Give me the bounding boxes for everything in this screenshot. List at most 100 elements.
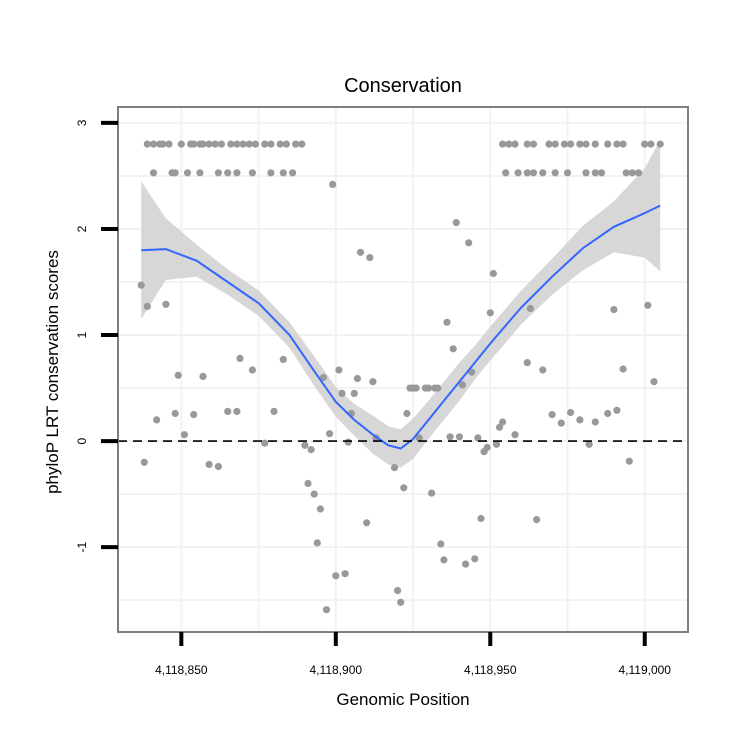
data-point <box>576 140 584 148</box>
data-point <box>415 434 423 442</box>
data-point <box>279 169 287 177</box>
data-point <box>471 555 479 563</box>
data-point <box>452 219 460 227</box>
data-point <box>338 389 346 397</box>
data-point <box>465 239 473 247</box>
y-tick-label: 3 <box>75 119 89 126</box>
data-point <box>224 169 232 177</box>
data-point <box>576 416 584 424</box>
data-point <box>591 418 599 426</box>
data-point <box>251 140 260 148</box>
data-point <box>267 169 275 177</box>
data-point <box>233 407 241 415</box>
data-point <box>149 140 158 148</box>
data-point <box>298 140 306 148</box>
data-point <box>214 169 222 177</box>
x-tick-label: 4,118,900 <box>310 663 363 677</box>
data-point <box>171 409 179 418</box>
data-point <box>486 309 494 317</box>
data-point <box>656 140 664 148</box>
data-point <box>248 366 256 374</box>
data-point <box>567 140 575 148</box>
grid <box>118 107 688 632</box>
data-point <box>180 431 188 439</box>
data-point <box>153 416 161 424</box>
data-point <box>529 140 538 148</box>
data-point <box>183 169 192 177</box>
data-point <box>625 457 633 465</box>
x-tick-label: 4,118,950 <box>464 663 517 677</box>
data-point <box>233 169 241 177</box>
data-point <box>604 140 612 148</box>
data-point <box>369 378 377 386</box>
data-point <box>140 458 148 466</box>
y-tick-label: -1 <box>75 542 89 553</box>
data-point <box>304 479 312 488</box>
data-point <box>353 374 361 383</box>
data-point <box>261 439 269 447</box>
data-point <box>403 409 411 418</box>
data-point <box>350 389 358 397</box>
panel-border <box>117 106 689 633</box>
data-point <box>551 169 559 177</box>
data-point <box>477 514 485 523</box>
data-point <box>585 440 593 448</box>
data-point <box>137 281 145 289</box>
data-point <box>177 140 185 148</box>
data-point <box>483 443 491 452</box>
data-point <box>610 306 618 314</box>
smooth-line <box>141 204 661 450</box>
data-point <box>628 169 637 177</box>
confidence-ribbon <box>141 139 661 468</box>
data-point <box>270 407 278 415</box>
x-axis-label: Genomic Position <box>336 690 469 709</box>
smooth-ribbon-layer <box>141 139 661 468</box>
data-point <box>455 433 463 441</box>
data-point <box>474 434 482 442</box>
data-point <box>613 140 621 148</box>
data-point <box>489 269 497 278</box>
y-tick-label: 0 <box>75 437 89 444</box>
data-point <box>245 140 253 148</box>
points-layer <box>137 140 664 614</box>
data-point <box>622 169 630 177</box>
data-point <box>233 140 241 148</box>
data-point <box>437 540 445 548</box>
data-point <box>344 438 352 446</box>
data-point <box>341 570 349 578</box>
data-point <box>511 431 519 439</box>
data-point <box>390 464 399 472</box>
data-point <box>276 140 284 148</box>
data-point <box>560 140 569 148</box>
data-point <box>400 484 408 492</box>
data-point <box>557 419 565 427</box>
smooth-line-layer <box>141 204 661 450</box>
data-point <box>468 368 476 376</box>
data-point <box>449 345 457 353</box>
data-point <box>619 365 627 373</box>
data-point <box>171 169 179 177</box>
data-point <box>397 598 405 606</box>
data-point <box>143 140 151 148</box>
data-point <box>143 302 151 310</box>
data-point <box>159 140 167 148</box>
x-tick-label: 4,118,850 <box>155 663 208 677</box>
x-tick-label: 4,119,000 <box>618 663 671 677</box>
data-point <box>650 378 658 386</box>
data-point <box>514 169 522 177</box>
data-point <box>591 140 599 148</box>
data-point <box>582 169 590 177</box>
data-point <box>582 140 590 148</box>
data-point <box>205 140 213 148</box>
data-point <box>492 440 501 448</box>
data-point <box>523 169 531 177</box>
data-point <box>443 318 451 326</box>
data-point <box>162 300 170 308</box>
data-point <box>199 372 207 380</box>
data-point <box>545 140 553 148</box>
data-point <box>424 384 433 392</box>
data-point <box>211 140 219 148</box>
data-point <box>635 169 643 177</box>
data-point <box>499 418 507 426</box>
